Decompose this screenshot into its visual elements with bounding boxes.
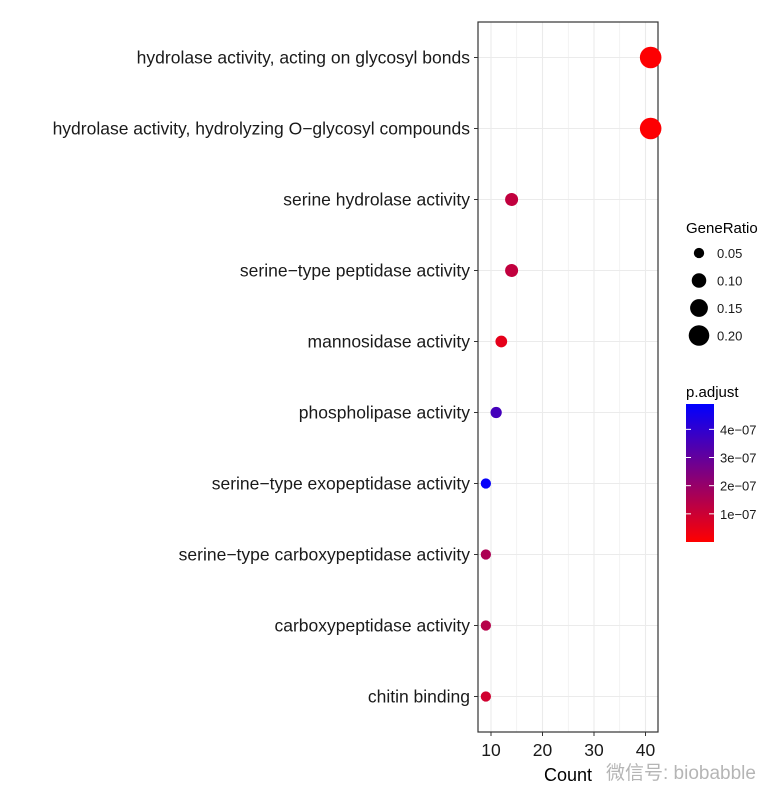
- data-point: [480, 620, 491, 631]
- color-legend-label: 2e−07: [720, 479, 757, 494]
- x-tick-label: 10: [481, 740, 501, 760]
- y-tick-label: serine−type peptidase activity: [240, 261, 470, 281]
- y-tick-label: phospholipase activity: [299, 403, 470, 423]
- data-point: [480, 691, 491, 702]
- color-legend-label: 3e−07: [720, 451, 757, 466]
- size-legend-key: [688, 325, 710, 346]
- data-point: [505, 192, 519, 207]
- data-point: [639, 117, 662, 140]
- y-tick-label: serine−type carboxypeptidase activity: [179, 545, 471, 565]
- size-legend-label: 0.05: [717, 246, 742, 261]
- size-legend-label: 0.10: [717, 274, 742, 289]
- size-legend-label: 0.15: [717, 301, 742, 316]
- size-legend-key: [691, 273, 707, 288]
- data-point: [480, 478, 491, 489]
- size-legend-title: GeneRatio: [686, 220, 758, 237]
- color-legend-label: 4e−07: [720, 422, 757, 437]
- color-legend-title: p.adjust: [686, 384, 739, 401]
- data-point: [505, 263, 519, 278]
- color-bar: [686, 404, 714, 542]
- data-point: [495, 335, 508, 348]
- y-tick-label: serine−type exopeptidase activity: [212, 474, 471, 494]
- size-legend-label: 0.20: [717, 329, 742, 344]
- size-legend-key: [693, 247, 705, 259]
- data-point: [639, 46, 662, 69]
- y-tick-label: chitin binding: [368, 687, 470, 707]
- data-point: [490, 406, 502, 419]
- y-tick-label: carboxypeptidase activity: [274, 616, 470, 636]
- y-tick-label: serine hydrolase activity: [283, 190, 470, 210]
- size-legend-key: [690, 299, 708, 317]
- y-tick-label: hydrolase activity, hydrolyzing O−glycos…: [53, 119, 471, 139]
- y-tick-label: hydrolase activity, acting on glycosyl b…: [137, 48, 471, 68]
- data-point: [480, 549, 491, 560]
- x-tick-label: 20: [533, 740, 553, 760]
- x-tick-label: 30: [584, 740, 604, 760]
- panel-border: [477, 21, 659, 733]
- x-tick-label: 40: [636, 740, 656, 760]
- watermark: 微信号: biobabble: [606, 763, 756, 784]
- x-axis-title: Count: [544, 765, 592, 785]
- y-tick-label: mannosidase activity: [308, 332, 471, 352]
- color-legend-label: 1e−07: [720, 507, 757, 522]
